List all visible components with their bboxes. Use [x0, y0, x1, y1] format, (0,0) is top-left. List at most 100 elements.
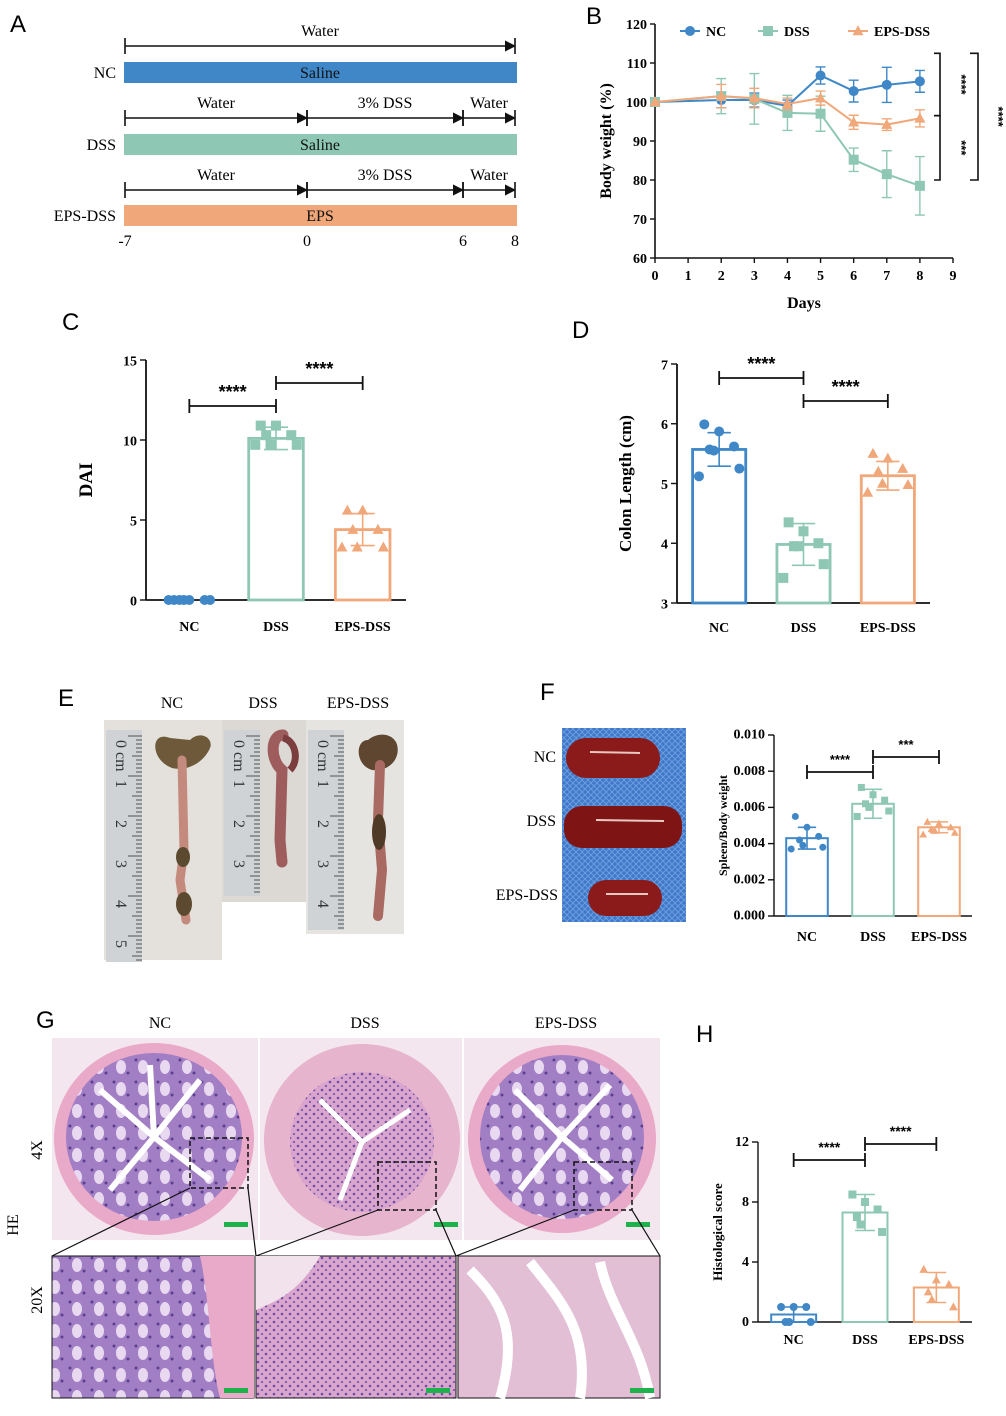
b-x-tick-label: 2 — [718, 269, 725, 284]
b-data-point — [914, 76, 925, 87]
schematic-arrow-label: 3% DSS — [358, 167, 413, 184]
chartF-data-point — [815, 832, 823, 840]
chartC-bar — [247, 436, 305, 602]
chartH-y-tick-label: 12 — [735, 1135, 749, 1150]
chartD-category-label: DSS — [791, 621, 817, 636]
chartC-data-point — [163, 595, 174, 605]
chartD-y-axis-label: Colon Length (cm) — [616, 415, 635, 552]
b-x-tick-label: 9 — [950, 269, 957, 284]
panel-label-d: D — [572, 317, 589, 344]
chartH-data-point — [789, 1303, 798, 1311]
histology-20x-eps-dss — [457, 1255, 661, 1400]
ruler-mark: 3 — [112, 860, 129, 868]
chart-body-weight: 60 70 80 90 100 110 120 0 1 2 3 4 5 6 7 8 9 Days Body weig… — [598, 18, 1006, 312]
chartH-y-tick-label: 0 — [742, 1315, 749, 1330]
chartC-data-point — [336, 541, 348, 552]
schematic-arrow-label: Water — [470, 167, 508, 184]
chartC-category-label: EPS-DSS — [335, 620, 391, 635]
b-y-tick-label: 100 — [626, 96, 647, 111]
b-y-tick-label: 70 — [633, 213, 647, 228]
colon-nc — [155, 735, 211, 925]
chartF-data-point — [923, 817, 932, 825]
chartC-category-label: NC — [179, 620, 199, 635]
chartF-data-point — [919, 830, 928, 838]
schematic-arrow-label: Water — [197, 167, 235, 184]
chartF-data-point — [787, 845, 795, 853]
panel-label-f: F — [540, 679, 555, 706]
b-legend-marker — [763, 26, 773, 36]
b-legend-label: DSS — [784, 25, 810, 40]
chartF-bar — [851, 802, 895, 918]
chartH-data-point — [923, 1287, 933, 1296]
b-x-tick-label: 1 — [685, 269, 692, 284]
ruler-mark: 1 — [230, 780, 247, 788]
chartD-y-tick-label: 7 — [661, 358, 668, 373]
b-data-point — [914, 180, 925, 191]
colon-dss — [267, 729, 299, 868]
chart-spleen-body-weight: 0.000 0.002 0.004 0.006 0.008 0.010 Spleen/Bod… — [716, 728, 972, 945]
photo-f-label-eps-dss: EPS-DSS — [496, 887, 558, 904]
chartH-significance-label: **** — [890, 1123, 912, 1139]
chartF-data-point — [950, 828, 959, 836]
chartH-data-point — [861, 1198, 869, 1206]
b-data-point — [782, 107, 793, 118]
histology-panel: NC DSS EPS-DSS 4X 20X HE — [5, 1015, 661, 1400]
chartF-data-point — [791, 812, 799, 820]
chartF-y-tick-label: 0.008 — [734, 764, 766, 779]
chartD-data-point — [818, 559, 829, 570]
chartF-data-point — [853, 812, 861, 820]
chartC-data-point — [372, 523, 384, 534]
chartF-data-point — [885, 807, 893, 815]
schematic-row-label: NC — [94, 65, 116, 82]
chartF-y-tick-label: 0.004 — [734, 836, 766, 851]
b-x-tick-label: 4 — [784, 269, 791, 284]
ruler-mark: 4 — [314, 900, 331, 908]
panel-label-h: H — [696, 1021, 713, 1048]
colon-eps-dss — [358, 734, 398, 921]
histology-20x-nc — [51, 1255, 255, 1399]
chartD-data-point — [798, 526, 809, 537]
histology-row-20x: 20X — [29, 1286, 46, 1314]
b-data-point — [715, 90, 727, 101]
histology-4x-dss — [260, 1038, 462, 1240]
chartD-data-point — [882, 452, 894, 463]
chartD-data-point — [902, 478, 914, 489]
b-y-tick-label: 60 — [633, 252, 647, 267]
chartC-y-tick-label: 5 — [130, 514, 137, 529]
b-y-tick-label: 90 — [633, 135, 647, 150]
chartF-data-point — [930, 826, 939, 834]
chartF-data-point — [796, 836, 804, 844]
chartF-bar — [917, 826, 961, 917]
chartC-data-point — [250, 439, 261, 450]
b-x-tick-label: 0 — [652, 269, 659, 284]
b-data-point — [914, 112, 926, 123]
chartC-data-point — [265, 439, 276, 450]
b-significance-label: **** — [991, 107, 1006, 128]
chartD-data-point — [734, 463, 745, 474]
ruler-mark: 3 — [314, 860, 331, 868]
chartD-y-tick-label: 3 — [661, 597, 668, 612]
b-data-point — [848, 116, 860, 127]
chartD-significance-label: **** — [832, 377, 860, 397]
chartF-y-tick-label: 0.002 — [734, 872, 766, 887]
b-data-point — [848, 154, 859, 165]
ruler-mark: 2 — [314, 820, 331, 828]
histology-stain: HE — [5, 1214, 22, 1235]
b-x-tick-label: 7 — [883, 269, 890, 284]
chartC-y-tick-label: 15 — [123, 354, 137, 369]
panel-label-b: B — [586, 3, 602, 30]
b-series-line — [654, 74, 920, 107]
chartH-data-point — [777, 1303, 786, 1311]
schematic-arrow-label: Water — [197, 95, 235, 112]
chartF-y-tick-label: 0.006 — [734, 800, 766, 815]
chartH-data-point — [919, 1264, 929, 1273]
b-x-tick-label: 6 — [850, 269, 857, 284]
b-data-point — [649, 96, 661, 107]
b-data-point — [881, 169, 892, 180]
ruler-mark: 2 — [112, 820, 129, 828]
chartH-y-tick-label: 8 — [742, 1195, 749, 1210]
ruler — [106, 730, 142, 962]
photo-e-label-nc: NC — [161, 695, 183, 712]
chartF-significance-label: **** — [830, 752, 851, 767]
b-series-line — [654, 95, 921, 126]
